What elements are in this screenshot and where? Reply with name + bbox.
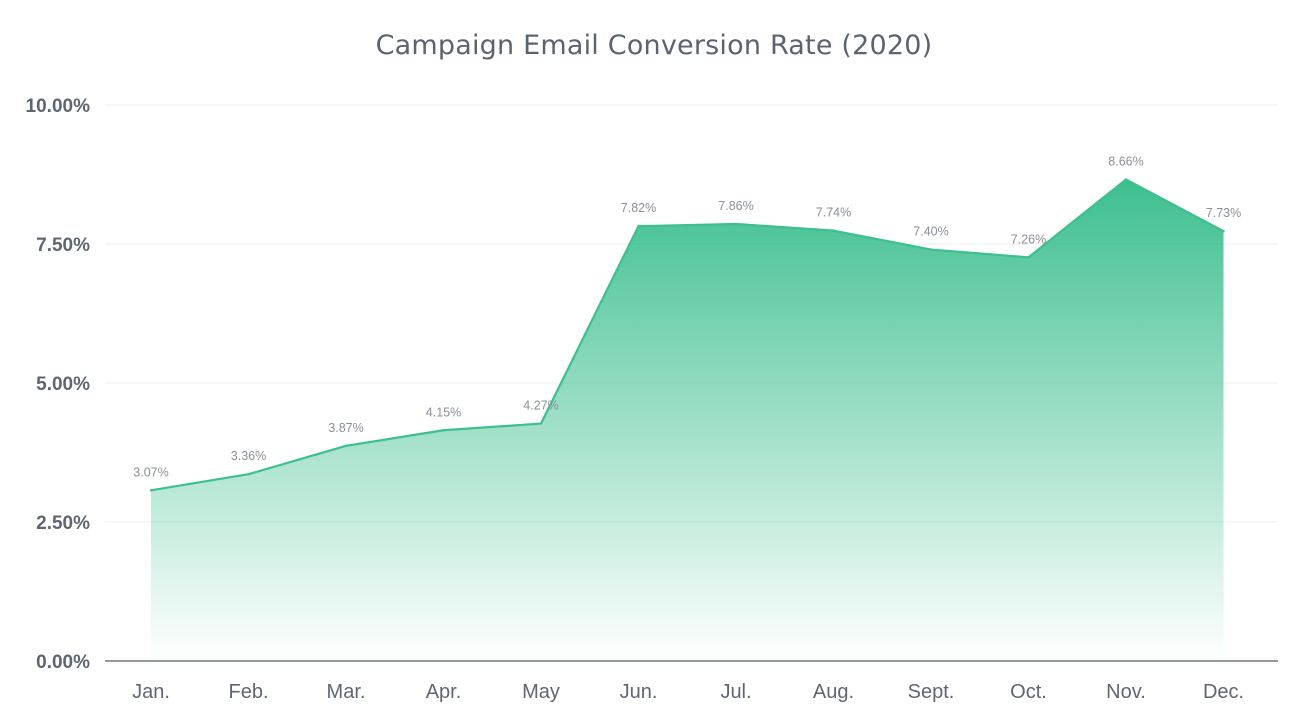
data-label: 3.87% [328, 421, 363, 435]
area-layer [149, 178, 1225, 661]
x-tick-label: Nov. [1106, 681, 1146, 703]
data-point [832, 229, 835, 232]
data-point [734, 222, 738, 226]
data-label: 8.66% [1108, 155, 1143, 169]
y-tick-label: 10.00% [26, 96, 91, 117]
chart-title: Campaign Email Conversion Rate (2020) [375, 30, 933, 61]
data-point [247, 472, 250, 476]
data-label: 7.73% [1206, 206, 1241, 220]
series-line [150, 178, 1225, 492]
data-label: 7.40% [913, 225, 948, 239]
data-label: 7.74% [816, 206, 851, 220]
axis-layer: 0.00% 2.50% 5.00% 7.50% 10.00% Jan. Feb. Mar. Ap… [26, 96, 1278, 703]
data-point [1124, 178, 1128, 181]
x-tick-label: Oct. [1010, 681, 1047, 703]
x-tick-label: Jun. [620, 681, 658, 703]
area-fill [151, 179, 1224, 661]
x-tick-label: Jul. [720, 681, 751, 703]
data-label: 7.86% [718, 199, 753, 213]
data-point [149, 489, 153, 492]
data-point [1222, 230, 1225, 233]
data-label: 7.82% [621, 201, 656, 215]
data-point [442, 429, 445, 432]
y-tick-label: 0.00% [36, 652, 90, 673]
data-label: 7.26% [1011, 232, 1046, 246]
y-tick-label: 5.00% [36, 374, 90, 395]
data-label: 3.36% [231, 449, 266, 463]
x-tick-label: Aug. [813, 681, 854, 703]
data-point [539, 422, 543, 425]
data-point [1027, 256, 1030, 259]
x-tick-label: Mar. [327, 681, 366, 703]
x-tick-label: Dec. [1203, 681, 1244, 703]
data-point [929, 248, 933, 251]
data-point [344, 444, 348, 448]
x-tick-label: Sept. [908, 681, 955, 703]
y-tick-label: 7.50% [36, 235, 90, 256]
data-label: 4.27% [523, 399, 558, 413]
data-point [637, 225, 640, 228]
data-label: 3.07% [133, 465, 168, 479]
x-tick-label: May [522, 681, 560, 703]
x-tick-label: Apr. [426, 681, 462, 703]
x-tick-label: Jan. [132, 681, 170, 703]
x-tick-label: Feb. [228, 681, 268, 703]
y-tick-label: 2.50% [36, 513, 90, 534]
data-label: 4.15% [426, 405, 461, 419]
data-label-layer: 3.07% 3.36% 3.87% 4.15% 4.27% 7.82% 7.86% 7.74%… [133, 155, 1241, 480]
